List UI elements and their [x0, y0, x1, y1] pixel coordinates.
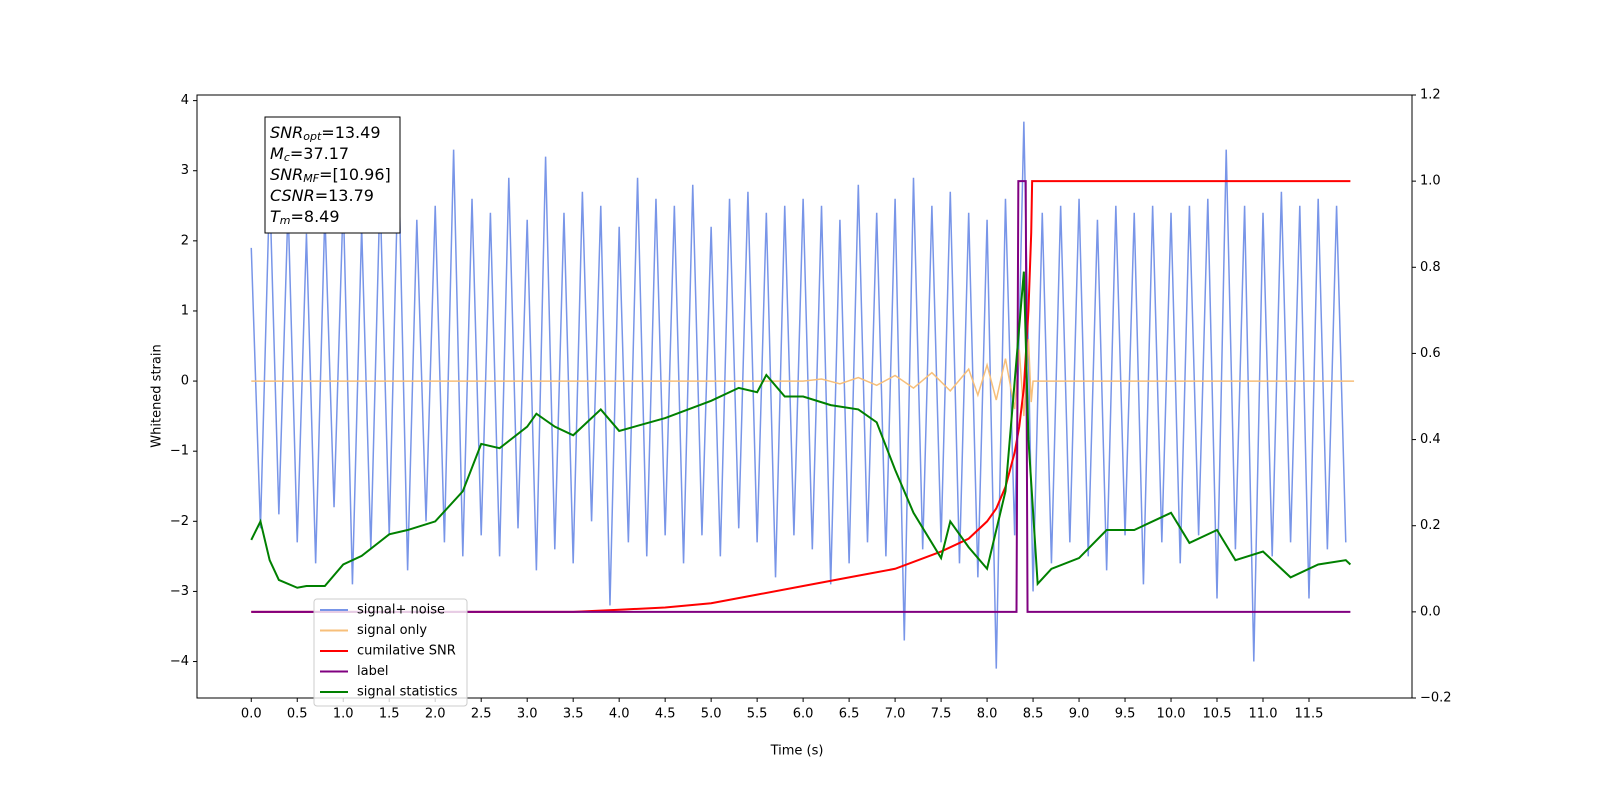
- y-axis-label: Whitened strain: [150, 344, 165, 447]
- x-tick-label: 3.0: [517, 707, 538, 722]
- x-tick-label: 10.5: [1203, 707, 1232, 722]
- y2-tick-label: 1.0: [1420, 174, 1441, 189]
- series-line: [250, 271, 1352, 589]
- x-tick-label: 1.5: [379, 707, 400, 722]
- x-tick-label: 3.5: [563, 707, 584, 722]
- x-tick-label: 4.0: [609, 707, 630, 722]
- annotation-base: SNR: [270, 165, 303, 184]
- series-line: [250, 121, 1347, 669]
- y-tick-label: 0: [181, 374, 189, 389]
- annotation-sub: m: [280, 214, 291, 227]
- annotation-base: M: [270, 144, 284, 163]
- x-tick-label: 11.5: [1295, 707, 1324, 722]
- y-tick-label: −4: [170, 654, 189, 669]
- annotation-base: SNR: [270, 123, 303, 142]
- x-tick-label: 7.5: [931, 707, 952, 722]
- x-tick-label: 11.0: [1249, 707, 1278, 722]
- x-tick-label: 5.5: [747, 707, 768, 722]
- annotation: Mc=37.17: [270, 144, 349, 165]
- x-tick-label: 7.0: [885, 707, 906, 722]
- y2-tick-label: −0.2: [1420, 691, 1452, 706]
- x-tick-label: 2.0: [425, 707, 446, 722]
- x-tick-label: 8.0: [977, 707, 998, 722]
- plot-frame: [196, 94, 1413, 699]
- x-tick-label: 0.0: [241, 707, 262, 722]
- annotation-rest: =8.49: [291, 207, 340, 226]
- y2-tick-label: 0.0: [1420, 604, 1441, 619]
- annotation: CSNR=13.79: [270, 186, 374, 205]
- annotation-sub: MF: [303, 172, 319, 185]
- y2-tick-label: 0.2: [1420, 518, 1441, 533]
- x-axis-label: Time (s): [770, 744, 824, 759]
- y-tick-label: 2: [181, 233, 189, 248]
- x-tick-label: 0.5: [287, 707, 308, 722]
- legend-label: signal statistics: [357, 685, 458, 700]
- y-tick-label: −2: [170, 514, 189, 529]
- y-tick-label: 1: [181, 303, 189, 318]
- annotation: SNRopt=13.49: [270, 123, 381, 144]
- y-tick-label: 4: [181, 93, 189, 108]
- annotation-rest: =37.17: [290, 144, 349, 163]
- y2-tick-label: 0.8: [1420, 260, 1441, 275]
- annotation-rest: =13.79: [315, 186, 374, 205]
- y2-tick-label: 0.6: [1420, 346, 1441, 361]
- annotation-frame: [264, 116, 401, 234]
- annotation-base: T: [270, 207, 281, 226]
- series-line: [251, 338, 1355, 417]
- x-tick-label: 8.5: [1023, 707, 1044, 722]
- x-tick-label: 10.0: [1157, 707, 1186, 722]
- annotation-box: SNRopt=13.49Mc=37.17SNRMF=[10.96]CSNR=13…: [264, 116, 401, 234]
- annotation: SNRMF=[10.96]: [270, 165, 391, 186]
- x-tick-label: 9.5: [1115, 707, 1136, 722]
- legend-label: cumilative SNR: [357, 644, 456, 659]
- y2-tick-label: 0.4: [1420, 432, 1441, 447]
- annotation-rest: =13.49: [321, 123, 380, 142]
- y-tick-label: 3: [181, 163, 189, 178]
- x-tick-label: 6.5: [839, 707, 860, 722]
- x-tick-label: 6.0: [793, 707, 814, 722]
- x-tick-label: 1.0: [333, 707, 354, 722]
- legend-label: signal+ noise: [357, 603, 445, 618]
- legend-label: label: [357, 664, 388, 679]
- annotation-rest: =[10.96]: [319, 165, 391, 184]
- annotation-base: CSNR: [270, 186, 315, 205]
- y2-tick-label: 1.2: [1420, 88, 1441, 103]
- annotation: Tm=8.49: [270, 207, 340, 228]
- x-tick-label: 9.0: [1069, 707, 1090, 722]
- y-tick-label: −3: [170, 584, 189, 599]
- y-tick-label: −1: [170, 444, 189, 459]
- annotation-sub: opt: [303, 130, 322, 143]
- annotation-sub: c: [284, 151, 290, 164]
- series-line: [251, 180, 1351, 613]
- legend-label: signal only: [357, 623, 427, 638]
- legend: signal+ noise signal only cumilative SNR la…: [313, 598, 468, 707]
- x-tick-label: 2.5: [471, 707, 492, 722]
- x-tick-label: 5.0: [701, 707, 722, 722]
- x-tick-label: 4.5: [655, 707, 676, 722]
- legend-frame: [313, 598, 468, 707]
